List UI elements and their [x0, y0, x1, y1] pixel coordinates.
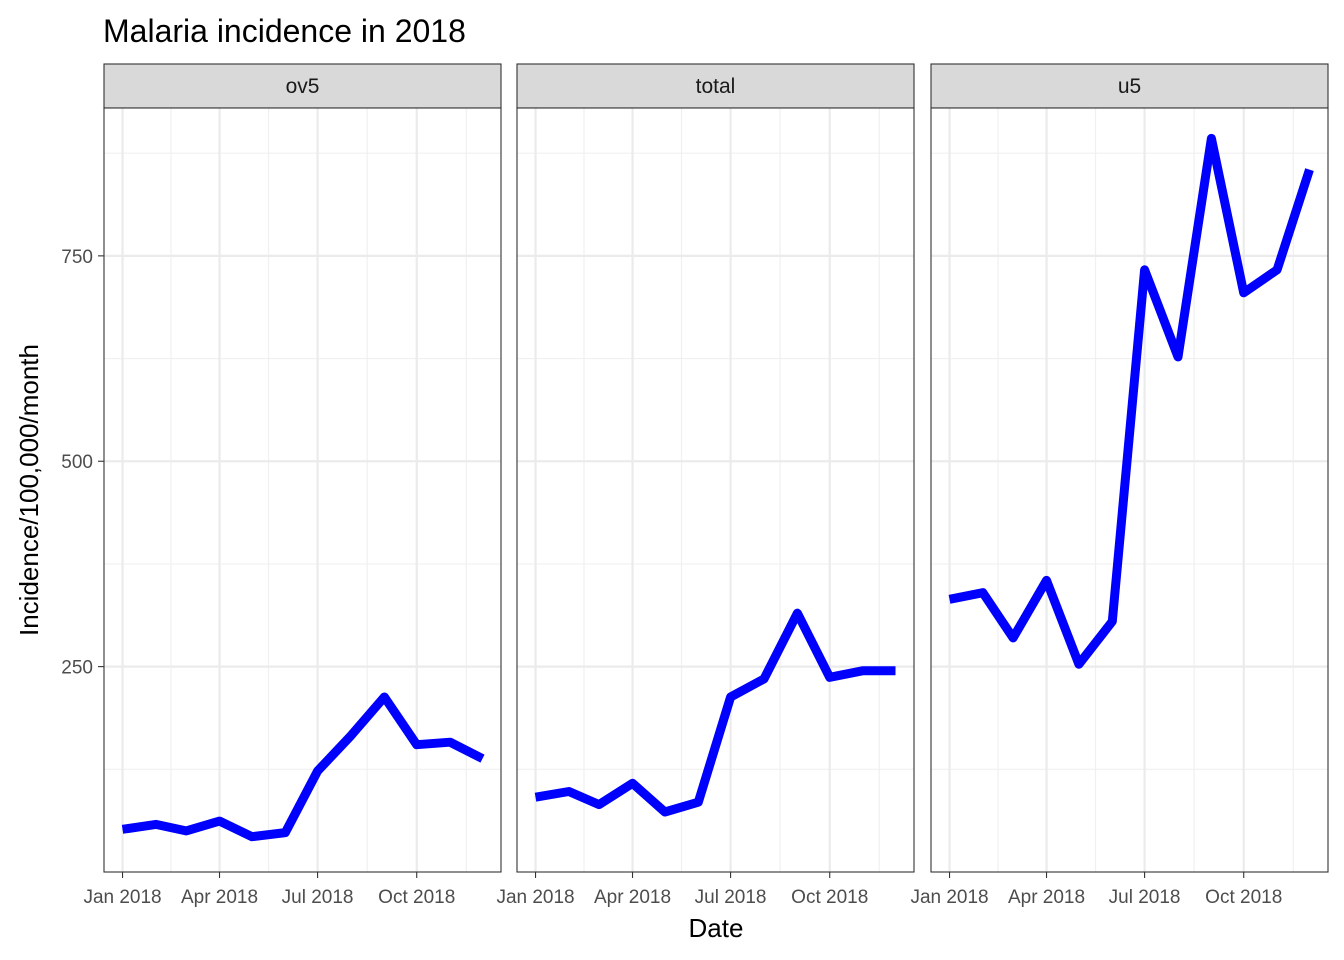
facet-strip-label: total: [696, 75, 736, 98]
facet-strip-label: ov5: [286, 75, 320, 98]
x-tick-label: Jan 2018: [496, 887, 574, 908]
series-line-ov5: [121, 692, 485, 842]
plot-background: [104, 108, 501, 872]
x-tick-label: Jul 2018: [282, 887, 354, 908]
y-tick-label: 250: [61, 658, 93, 679]
y-tick-label: 500: [61, 452, 93, 473]
plot-background: [931, 108, 1328, 872]
x-tick-label: Jan 2018: [83, 887, 161, 908]
x-tick-label: Jul 2018: [695, 887, 767, 908]
y-axis: 250 500 750: [61, 247, 104, 679]
panel-border: [930, 107, 1329, 873]
y-tick-label: 750: [61, 247, 93, 268]
facet-strip: [103, 63, 502, 109]
y-axis-title: Incidence/100,000/month: [14, 344, 44, 636]
x-tick-label: Jan 2018: [910, 887, 988, 908]
facet-panel-u5: u5 Jan 2018 Apr 2018 Jul 2018 Oct 2018: [910, 63, 1329, 908]
x-tick-label: Apr 2018: [1008, 887, 1085, 908]
facet-strip: [930, 63, 1329, 109]
facet-panel-ov5: ov5 Jan 2018 Apr 2018 Jul 2018 Oct 2018: [83, 63, 502, 908]
series-line-u5: [948, 133, 1314, 669]
panel-border: [516, 107, 915, 873]
x-tick-label: Oct 2018: [378, 887, 455, 908]
facet-strip-label: u5: [1118, 75, 1141, 98]
x-tick-label: Oct 2018: [791, 887, 868, 908]
x-tick-label: Oct 2018: [1205, 887, 1282, 908]
x-axis-title: Date: [689, 913, 744, 943]
series-line-total: [534, 608, 896, 817]
x-tick-label: Apr 2018: [181, 887, 258, 908]
facet-strip: [516, 63, 915, 109]
panel-border: [103, 107, 502, 873]
facet-panel-total: total Jan 2018 Apr 2018 Jul 2018 Oct 2018: [496, 63, 915, 908]
x-tick-label: Apr 2018: [594, 887, 671, 908]
x-tick-label: Jul 2018: [1109, 887, 1181, 908]
chart-title: Malaria incidence in 2018: [103, 13, 466, 49]
